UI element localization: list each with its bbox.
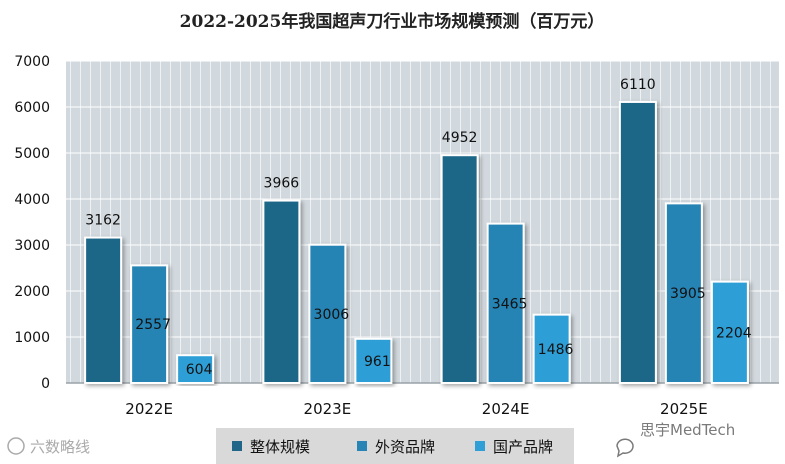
data-label: 1486 <box>538 342 574 358</box>
legend-label-foreign: 外资品牌 <box>375 438 435 456</box>
data-label: 3006 <box>314 307 350 323</box>
watermark-left: 六数略线 <box>7 437 90 456</box>
bar-domestic-2024E <box>532 313 571 385</box>
x-axis-categories: 2022E 2023E 2024E 2025E <box>125 400 707 418</box>
data-label: 604 <box>186 362 213 378</box>
bar-total-2025E <box>618 100 657 384</box>
data-label: 4952 <box>442 130 478 146</box>
bar-foreign-2024E <box>486 222 525 384</box>
data-label: 2557 <box>135 317 171 333</box>
watermark-right: 思宇MedTech <box>616 421 735 458</box>
data-labels: 3162 2557 604 3966 3006 961 4952 3465 1486 6110 39… <box>85 77 751 378</box>
wechat-icon <box>616 438 634 458</box>
watermark-right-text: 思宇MedTech <box>640 421 735 439</box>
y-axis-ticks: 0 1000 2000 3000 4000 5000 6000 7000 <box>14 54 50 392</box>
legend-swatch-domestic <box>475 441 485 451</box>
legend-swatch-total <box>232 441 242 451</box>
y-tick-label: 6000 <box>14 100 50 116</box>
y-tick-label: 1000 <box>14 330 50 346</box>
y-tick-label: 0 <box>41 376 50 392</box>
data-label: 961 <box>364 354 391 370</box>
x-category-label: 2024E <box>482 400 530 418</box>
bar-foreign-2025E <box>664 202 703 384</box>
legend-swatch-foreign <box>357 441 367 451</box>
bar-domestic-2025E <box>710 280 749 384</box>
y-tick-label: 4000 <box>14 192 50 208</box>
legend-label-domestic: 国产品牌 <box>493 438 553 456</box>
bars <box>84 100 749 385</box>
y-tick-label: 7000 <box>14 54 50 70</box>
bar-foreign-2023E <box>308 243 347 384</box>
plot-area <box>66 61 779 383</box>
data-label: 6110 <box>620 77 656 93</box>
legend: 整体规模 外资品牌 国产品牌 <box>216 428 574 464</box>
bar-domestic-2022E <box>176 354 215 385</box>
x-category-label: 2023E <box>304 400 352 418</box>
data-label: 3465 <box>492 296 528 312</box>
y-tick-label: 5000 <box>14 146 50 162</box>
bar-total-2023E <box>262 199 301 384</box>
bar-total-2022E <box>84 236 123 384</box>
data-label: 3905 <box>670 286 706 302</box>
legend-label-total: 整体规模 <box>250 438 310 456</box>
x-category-label: 2022E <box>125 400 173 418</box>
bar-total-2024E <box>440 154 479 384</box>
y-tick-label: 2000 <box>14 284 50 300</box>
data-label: 2204 <box>716 325 752 341</box>
watermark-left-text: 六数略线 <box>30 438 90 456</box>
data-label: 3162 <box>85 213 121 229</box>
chart-title: 2022-2025年我国超声刀行业市场规模预测（百万元） <box>180 11 605 32</box>
bar-foreign-2022E <box>130 264 169 384</box>
watermark-logo-icon <box>7 437 25 455</box>
bar-domestic-2023E <box>354 337 393 385</box>
data-label: 3966 <box>264 176 300 192</box>
y-tick-label: 3000 <box>14 238 50 254</box>
x-category-label: 2025E <box>660 400 708 418</box>
